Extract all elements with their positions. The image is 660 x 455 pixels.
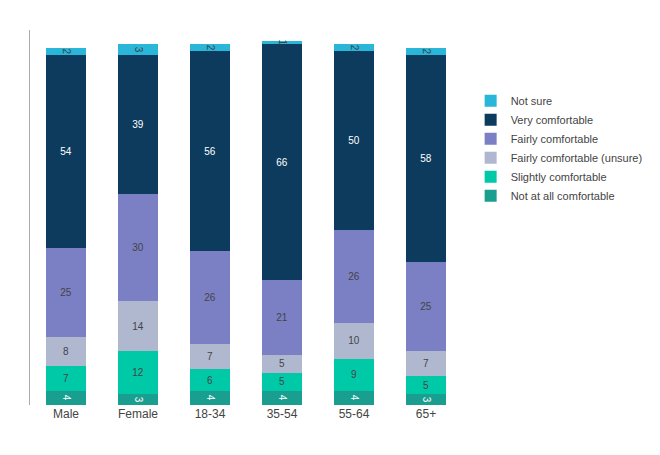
svg-text:3: 3 [421, 397, 432, 403]
svg-text:Fairly comfortable (unsure): Fairly comfortable (unsure) [511, 152, 642, 164]
svg-text:4: 4 [205, 395, 216, 401]
svg-text:4: 4 [277, 395, 288, 401]
svg-text:Female: Female [118, 407, 158, 421]
svg-text:50: 50 [348, 135, 360, 146]
svg-text:Not at all comfortable: Not at all comfortable [511, 190, 615, 202]
svg-text:14: 14 [132, 321, 144, 332]
svg-text:12: 12 [132, 367, 144, 378]
svg-text:Male: Male [53, 407, 79, 421]
svg-text:1: 1 [277, 40, 288, 46]
svg-text:4: 4 [349, 395, 360, 401]
svg-text:25: 25 [60, 287, 72, 298]
svg-text:35-54: 35-54 [267, 407, 298, 421]
svg-text:2: 2 [349, 45, 360, 51]
svg-text:Very comfortable: Very comfortable [511, 114, 594, 126]
svg-text:Not sure: Not sure [511, 95, 553, 107]
svg-text:8: 8 [63, 346, 69, 357]
svg-text:2: 2 [61, 48, 72, 54]
svg-text:4: 4 [61, 395, 72, 401]
svg-text:55-64: 55-64 [339, 407, 370, 421]
svg-text:Fairly comfortable: Fairly comfortable [511, 133, 598, 145]
svg-text:65+: 65+ [416, 407, 436, 421]
svg-text:39: 39 [132, 119, 144, 130]
svg-text:Slightly comfortable: Slightly comfortable [511, 171, 607, 183]
svg-text:54: 54 [60, 146, 72, 157]
svg-text:7: 7 [423, 358, 429, 369]
svg-text:10: 10 [348, 335, 360, 346]
svg-text:2: 2 [421, 48, 432, 54]
svg-text:21: 21 [276, 312, 288, 323]
svg-text:2: 2 [205, 45, 216, 51]
svg-text:56: 56 [204, 146, 216, 157]
svg-text:5: 5 [423, 380, 429, 391]
svg-text:18-34: 18-34 [195, 407, 226, 421]
svg-text:5: 5 [279, 376, 285, 387]
svg-text:7: 7 [63, 373, 69, 384]
svg-text:3: 3 [133, 47, 144, 53]
svg-text:3: 3 [133, 397, 144, 403]
svg-text:5: 5 [279, 358, 285, 369]
svg-text:58: 58 [420, 153, 432, 164]
svg-text:26: 26 [204, 292, 216, 303]
svg-text:6: 6 [207, 375, 213, 386]
svg-text:30: 30 [132, 242, 144, 253]
svg-text:66: 66 [276, 157, 288, 168]
svg-text:9: 9 [351, 369, 357, 380]
svg-text:7: 7 [207, 351, 213, 362]
svg-text:26: 26 [348, 271, 360, 282]
svg-text:25: 25 [420, 301, 432, 312]
